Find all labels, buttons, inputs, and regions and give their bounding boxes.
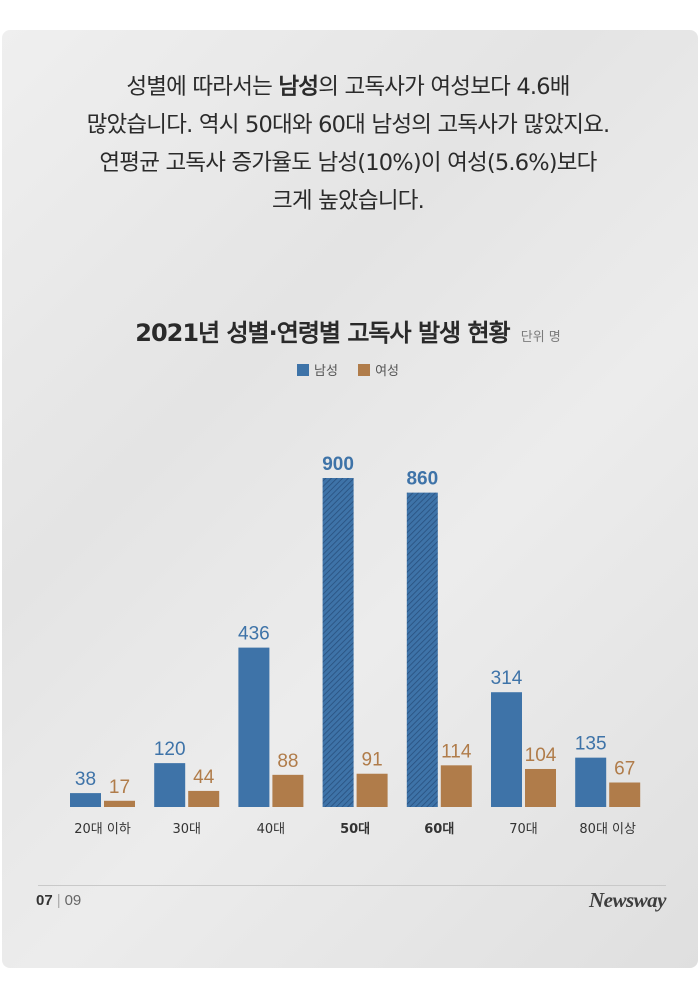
chart-unit: 단위 명: [520, 330, 561, 345]
bar-female-6: [609, 782, 641, 807]
bar-female-0: [104, 800, 135, 807]
footer-divider: [38, 885, 666, 886]
intro-text: 성별에 따라서는 남성의 고독사가 여성보다 4.6배 많았습니다. 역시 50…: [0, 68, 696, 220]
value-label-female-0: 17: [109, 777, 130, 798]
brand-logo: Newsway: [589, 888, 667, 912]
legend-label-male: 남성: [314, 364, 338, 379]
x-tick-label-6: 80대 이상: [579, 822, 636, 837]
value-label-female-3: 91: [362, 750, 383, 771]
legend-item-male: 남성: [297, 360, 338, 379]
page-indicator: 07 | 09: [36, 892, 81, 909]
value-label-female-2: 88: [277, 751, 298, 772]
intro-line-1-bold: 남성: [278, 74, 319, 100]
bar-male-4: [406, 492, 438, 807]
intro-line-1: 성별에 따라서는 남성의 고독사가 여성보다 4.6배: [0, 68, 696, 106]
x-tick-label-0: 20대 이하: [74, 822, 131, 837]
chart-title: 2021년 성별·연령별 고독사 발생 현황: [135, 319, 510, 347]
x-tick-label-5: 70대: [509, 822, 538, 837]
legend-label-female: 여성: [375, 364, 399, 379]
bar-female-5: [525, 768, 556, 807]
value-label-male-3: 900: [322, 454, 354, 475]
legend-swatch-female: [358, 364, 371, 376]
intro-line-1-end: 의 고독사가 여성보다 4.6배: [318, 74, 570, 100]
x-tick-label-1: 30대: [172, 822, 201, 837]
value-label-female-6: 67: [614, 759, 635, 780]
value-label-female-5: 104: [525, 745, 557, 766]
x-tick-label-4: 60대: [424, 822, 454, 837]
x-tick-label-3: 50대: [340, 822, 370, 837]
page-total: 09: [64, 892, 82, 909]
bar-male-0: [70, 793, 101, 807]
chart-legend: 남성 여성: [0, 360, 696, 379]
bar-male-6: [575, 757, 607, 807]
value-label-male-4: 860: [406, 469, 438, 490]
legend-item-female: 여성: [358, 360, 399, 379]
bar-female-2: [272, 774, 304, 807]
value-label-male-2: 436: [238, 624, 270, 645]
bar-female-1: [188, 790, 220, 807]
intro-line-1-start: 성별에 따라서는: [126, 74, 279, 100]
bar-male-3: [322, 478, 354, 807]
value-label-male-6: 135: [575, 734, 607, 755]
page-current: 07: [36, 892, 53, 909]
page-separator: |: [56, 892, 61, 909]
bar-male-5: [491, 692, 522, 807]
bar-male-2: [238, 647, 270, 807]
bar-female-3: [356, 773, 388, 807]
value-label-female-1: 44: [193, 767, 215, 788]
value-label-male-1: 120: [154, 739, 186, 760]
bar-female-4: [440, 765, 472, 807]
intro-line-2: 많았습니다. 역시 50대와 60대 남성의 고독사가 많았지요.: [86, 112, 611, 138]
value-label-male-0: 38: [75, 769, 96, 790]
x-tick-label-2: 40대: [257, 822, 286, 837]
value-label-female-4: 114: [441, 741, 472, 762]
legend-swatch-male: [297, 364, 309, 376]
chart-title-row: 2021년 성별·연령별 고독사 발생 현황 단위 명: [0, 313, 696, 348]
value-label-male-5: 314: [491, 668, 523, 689]
bars-group: 38 17 20대 이하 120 44 30대 436 88 40대 900 91 50대 860 114…: [70, 454, 641, 837]
intro-line-3: 연평균 고독사 증가율도 남성(10%)이 여성(5.6%)보다: [99, 150, 597, 176]
intro-line-4: 크게 높았습니다.: [271, 188, 425, 214]
bar-male-1: [154, 763, 186, 807]
